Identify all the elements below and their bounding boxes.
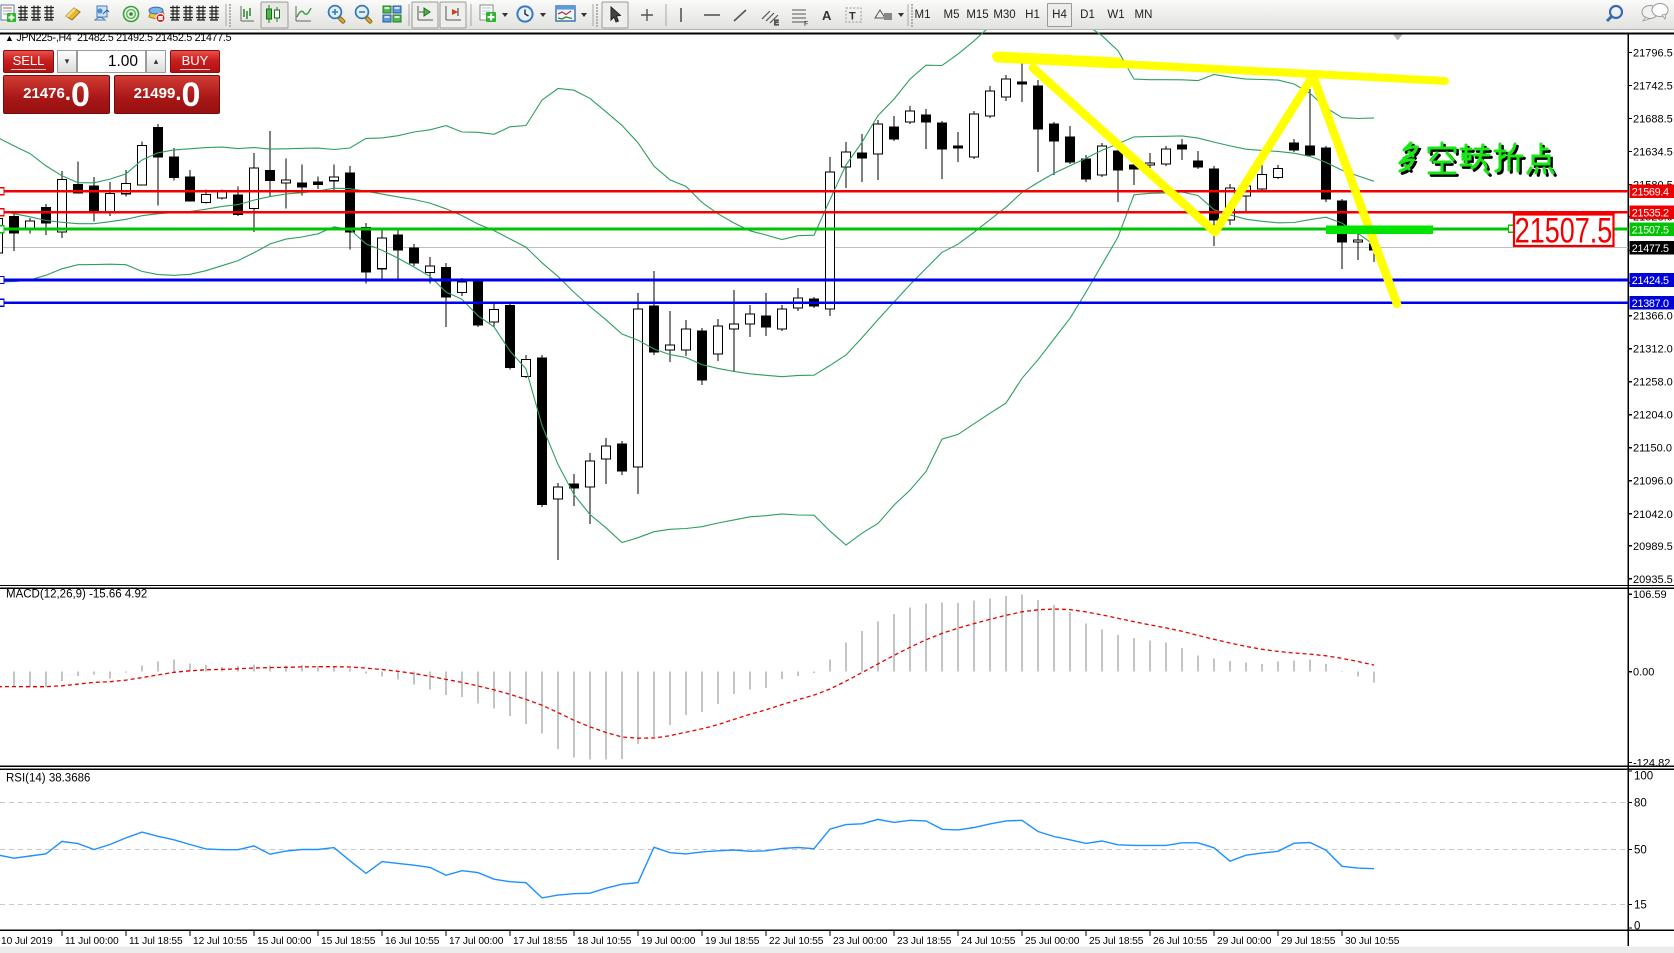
- svg-text:21258.0: 21258.0: [1633, 377, 1673, 389]
- svg-text:25 Jul 18:55: 25 Jul 18:55: [1089, 936, 1144, 947]
- svg-text:RSI(14) 38.3686: RSI(14) 38.3686: [6, 773, 90, 785]
- svg-text:21096.0: 21096.0: [1633, 476, 1673, 488]
- svg-text:15: 15: [1634, 900, 1647, 912]
- svg-text:26 Jul 10:55: 26 Jul 10:55: [1153, 936, 1208, 947]
- svg-text:25 Jul 00:00: 25 Jul 00:00: [1025, 936, 1080, 947]
- svg-text:A: A: [822, 8, 832, 23]
- svg-text:29 Jul 18:55: 29 Jul 18:55: [1281, 936, 1336, 947]
- svg-text:11 Jul 00:00: 11 Jul 00:00: [65, 936, 119, 947]
- svg-text:17 Jul 18:55: 17 Jul 18:55: [513, 936, 568, 947]
- svg-text:15 Jul 00:00: 15 Jul 00:00: [257, 936, 312, 947]
- svg-text:23 Jul 18:55: 23 Jul 18:55: [897, 936, 952, 947]
- svg-text:21634.5: 21634.5: [1633, 147, 1673, 159]
- svg-text:21477.5: 21477.5: [1632, 243, 1669, 255]
- svg-text:21204.0: 21204.0: [1633, 410, 1673, 422]
- svg-text:106.59: 106.59: [1633, 589, 1667, 601]
- svg-text:0.00: 0.00: [1633, 667, 1654, 679]
- svg-text:19 Jul 18:55: 19 Jul 18:55: [705, 936, 760, 947]
- svg-text:21387.0: 21387.0: [1632, 298, 1669, 310]
- svg-text:20935.5: 20935.5: [1633, 574, 1673, 586]
- svg-text:0: 0: [1634, 921, 1640, 933]
- svg-text:F: F: [804, 21, 808, 28]
- svg-text:21688.5: 21688.5: [1633, 114, 1673, 126]
- svg-text:21312.0: 21312.0: [1633, 344, 1673, 356]
- svg-text:21535.2: 21535.2: [1632, 208, 1669, 220]
- svg-text:23 Jul 00:00: 23 Jul 00:00: [833, 936, 888, 947]
- svg-text:18 Jul 10:55: 18 Jul 10:55: [577, 936, 632, 947]
- svg-text:19 Jul 00:00: 19 Jul 00:00: [641, 936, 696, 947]
- svg-text:-124.82: -124.82: [1633, 757, 1670, 769]
- svg-text:21366.0: 21366.0: [1633, 311, 1673, 323]
- svg-text:21424.5: 21424.5: [1632, 275, 1669, 287]
- svg-text:100: 100: [1634, 771, 1653, 783]
- svg-text:12 Jul 10:55: 12 Jul 10:55: [193, 936, 248, 947]
- svg-text:16 Jul 10:55: 16 Jul 10:55: [385, 936, 440, 947]
- svg-text:15 Jul 18:55: 15 Jul 18:55: [321, 936, 376, 947]
- svg-text:10 Jul 2019: 10 Jul 2019: [1, 936, 53, 947]
- svg-text:21796.5: 21796.5: [1633, 48, 1673, 60]
- svg-text:MACD(12,26,9) -15.66 4.92: MACD(12,26,9) -15.66 4.92: [6, 589, 147, 601]
- svg-text:24 Jul 10:55: 24 Jul 10:55: [961, 936, 1016, 947]
- svg-text:80: 80: [1634, 797, 1647, 809]
- svg-text:20989.5: 20989.5: [1633, 541, 1673, 553]
- svg-text:21042.0: 21042.0: [1633, 509, 1673, 521]
- svg-text:22 Jul 10:55: 22 Jul 10:55: [769, 936, 824, 947]
- svg-text:29 Jul 00:00: 29 Jul 00:00: [1217, 936, 1272, 947]
- svg-text:21569.4: 21569.4: [1632, 187, 1669, 199]
- svg-text:21507.5: 21507.5: [1632, 224, 1669, 236]
- svg-text:21742.5: 21742.5: [1633, 81, 1673, 93]
- svg-text:21150.0: 21150.0: [1633, 443, 1672, 455]
- svg-text:50: 50: [1634, 845, 1647, 857]
- svg-text:11 Jul 18:55: 11 Jul 18:55: [129, 936, 183, 947]
- svg-text:30 Jul 10:55: 30 Jul 10:55: [1345, 936, 1400, 947]
- svg-text:E: E: [774, 20, 779, 27]
- svg-text:T: T: [849, 11, 856, 23]
- svg-text:21507.5: 21507.5: [1515, 210, 1613, 251]
- svg-text:17 Jul 00:00: 17 Jul 00:00: [449, 936, 504, 947]
